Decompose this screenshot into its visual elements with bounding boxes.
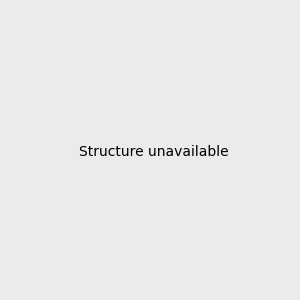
Text: Structure unavailable: Structure unavailable: [79, 145, 229, 158]
